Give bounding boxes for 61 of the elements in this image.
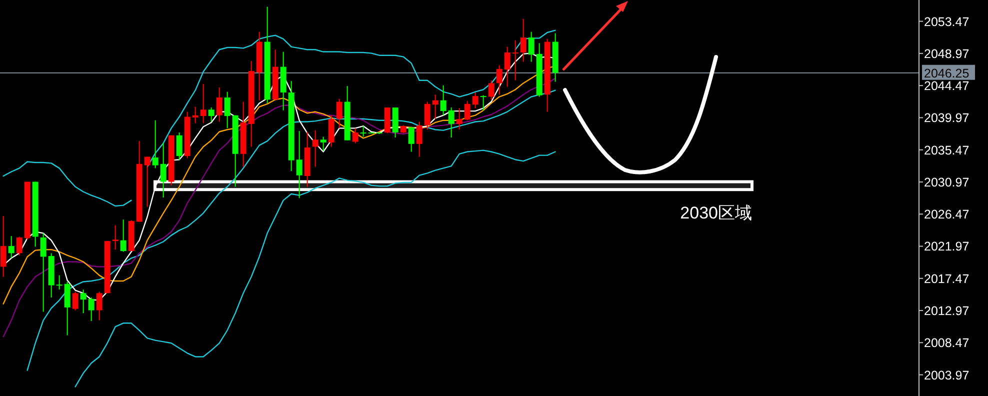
ref-line-label: 2046.25 [924,66,970,80]
line-series [74,150,556,388]
candlestick [72,291,78,311]
candlestick [192,106,198,124]
candlestick [480,94,486,111]
candlestick [80,289,86,314]
candlestick [112,224,118,250]
candlestick [16,236,22,256]
candlestick [488,80,494,100]
y-tick-label: 2044.47 [924,79,970,94]
candlestick [208,106,214,122]
candlestick [144,156,150,208]
candlestick [56,274,62,290]
candlestick [120,219,126,252]
candlestick [216,86,222,122]
y-tick-label: 2026.47 [924,208,970,222]
y-tick-label: 2048.97 [924,46,970,61]
y-tick-label: 2030.97 [924,175,970,190]
candlestick [520,18,526,62]
candlestick [0,216,6,278]
y-tick-label: 2008.47 [924,336,970,350]
band-label: 2030区域 [680,204,752,223]
y-tick-label: 2012.97 [924,304,970,318]
candlestick [160,142,166,198]
candlestick [424,101,430,130]
candlestick [176,132,182,161]
candlestick [464,100,470,121]
candlestick [40,232,46,312]
y-tick-label: 2021.97 [924,240,970,254]
candlestick [528,31,534,62]
candlestick [96,291,102,321]
y-tick-label: 2039.97 [924,111,970,126]
y-tick-label: 2035.47 [924,143,970,158]
candlestick [360,126,366,138]
candlestick [296,130,302,199]
line-series [2,78,556,338]
candlestick [352,128,358,144]
candlestick [472,92,478,109]
candlestick [432,94,438,120]
candlestick [88,296,94,322]
candlestick [224,91,230,129]
y-tick-label: 2017.47 [924,272,970,286]
line-series [26,90,556,371]
candlestick [448,106,454,138]
y-tick-label: 2053.47 [924,14,970,29]
candlestick [320,136,326,152]
candlestick [336,98,342,129]
candlestick [312,130,318,168]
y-tick-label: 2003.97 [924,368,970,382]
candlestick [456,108,462,130]
candlestick [200,83,206,124]
candlestick [328,114,334,148]
candlestick [496,64,502,96]
candlestick [408,126,414,152]
candlestick [440,84,446,116]
candlestick [512,40,518,81]
candlestick [416,121,422,158]
candlestick [152,120,158,169]
candlestick [504,46,510,88]
candlestick [8,236,14,259]
candlestick [64,281,70,336]
